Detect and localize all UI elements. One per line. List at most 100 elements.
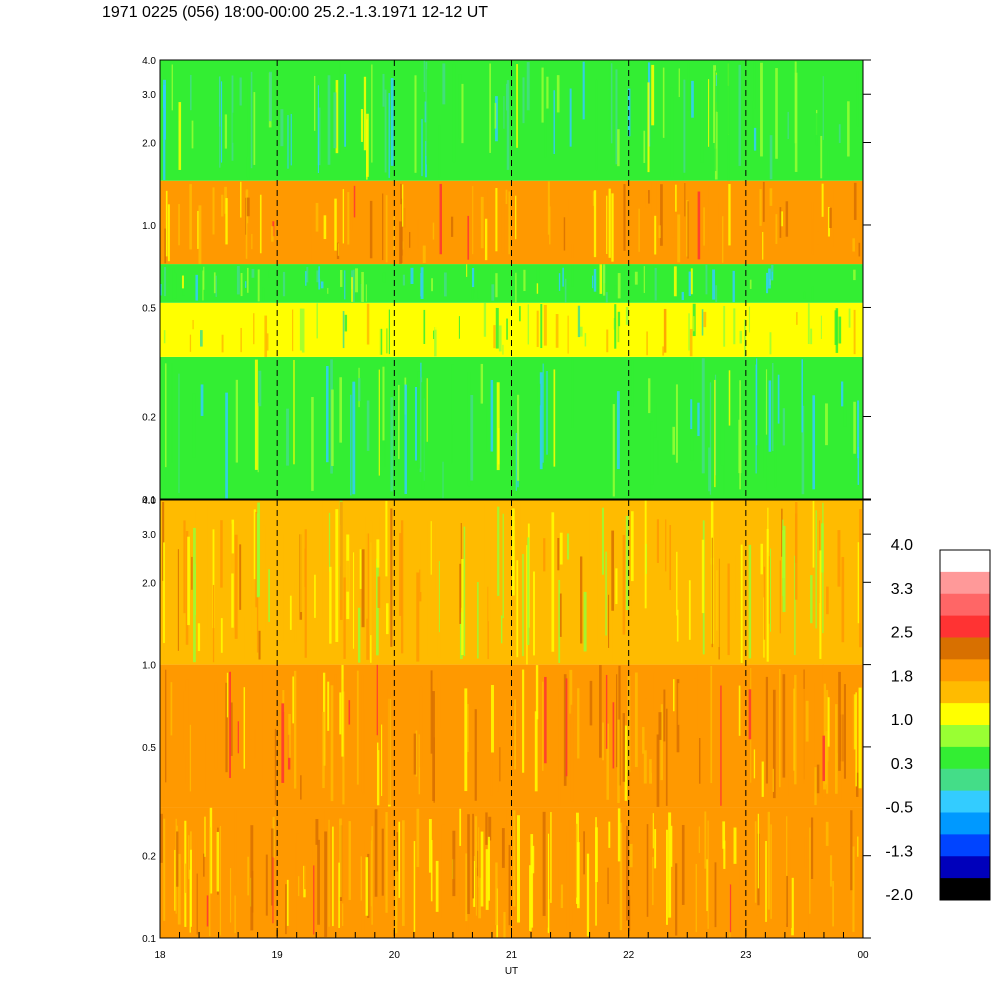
colorbar-swatch [940, 571, 990, 595]
streak [220, 618, 223, 653]
streak [838, 316, 842, 344]
streak [390, 397, 394, 492]
streak [722, 821, 726, 849]
streak [169, 696, 172, 791]
streak [631, 359, 634, 407]
streak [586, 853, 590, 937]
streak [673, 266, 677, 297]
streak [760, 543, 763, 575]
streak [691, 80, 694, 118]
streak [853, 269, 856, 281]
streak [339, 501, 343, 620]
streak [387, 689, 391, 805]
streak [857, 400, 860, 459]
streak [592, 191, 595, 206]
streak [359, 549, 363, 589]
streak [311, 214, 314, 263]
streak [841, 685, 843, 802]
streak [286, 879, 289, 926]
streak [766, 466, 769, 492]
streak [605, 551, 607, 636]
streak [577, 842, 580, 909]
streak [825, 403, 828, 446]
streak [216, 831, 220, 892]
streak [365, 857, 369, 916]
streak [629, 843, 633, 868]
streak [748, 306, 751, 333]
streak [704, 811, 707, 869]
streak [496, 716, 499, 792]
streak [814, 683, 816, 805]
streak [644, 698, 648, 767]
streak [472, 813, 474, 899]
streak [467, 372, 471, 487]
streak [816, 231, 820, 245]
streak [400, 520, 404, 654]
streak [309, 818, 313, 921]
streak [471, 267, 475, 288]
streak [428, 819, 432, 873]
x-tick-label: 00 [857, 950, 869, 961]
streak [346, 560, 350, 592]
streak [202, 270, 204, 301]
streak [165, 669, 167, 783]
streak [402, 274, 406, 286]
streak [483, 503, 485, 589]
streak [617, 129, 620, 167]
streak [505, 189, 508, 204]
streak [733, 554, 736, 620]
streak [754, 821, 757, 903]
streak [176, 831, 179, 887]
streak [681, 824, 685, 905]
streak [352, 381, 356, 495]
streak [474, 816, 478, 868]
y-tick-label: 0.5 [142, 743, 156, 754]
streak [748, 689, 752, 740]
streak [459, 857, 462, 906]
streak [215, 275, 217, 297]
streak [382, 193, 384, 261]
streak [437, 619, 441, 658]
streak [461, 83, 464, 144]
streak [245, 722, 247, 764]
streak [425, 61, 428, 156]
streak [432, 222, 435, 240]
streak [769, 188, 773, 206]
streak [715, 85, 719, 112]
streak [769, 332, 772, 355]
streak [526, 62, 530, 111]
streak [362, 709, 365, 795]
streak [458, 74, 462, 139]
streak [503, 96, 505, 129]
streak [569, 88, 572, 147]
streak [682, 99, 684, 180]
streak [658, 712, 662, 740]
streak [858, 687, 862, 789]
streak [487, 836, 491, 901]
streak [400, 183, 402, 205]
streak [286, 408, 289, 466]
streak [536, 267, 540, 298]
streak [359, 269, 361, 301]
streak [295, 842, 299, 888]
streak [285, 884, 287, 935]
streak [350, 214, 353, 231]
streak [229, 523, 232, 591]
streak [703, 311, 707, 328]
streak [514, 699, 516, 770]
streak [234, 808, 237, 886]
streak [597, 530, 599, 646]
streak [367, 853, 370, 918]
streak [768, 268, 771, 289]
streak [694, 678, 697, 712]
streak [701, 539, 705, 614]
streak [378, 727, 381, 751]
streak [212, 584, 215, 663]
streak [694, 665, 698, 782]
streak [810, 575, 813, 624]
streak [493, 325, 496, 349]
streak [617, 273, 621, 299]
streak [547, 833, 550, 932]
streak [546, 370, 548, 455]
streak [176, 100, 180, 167]
